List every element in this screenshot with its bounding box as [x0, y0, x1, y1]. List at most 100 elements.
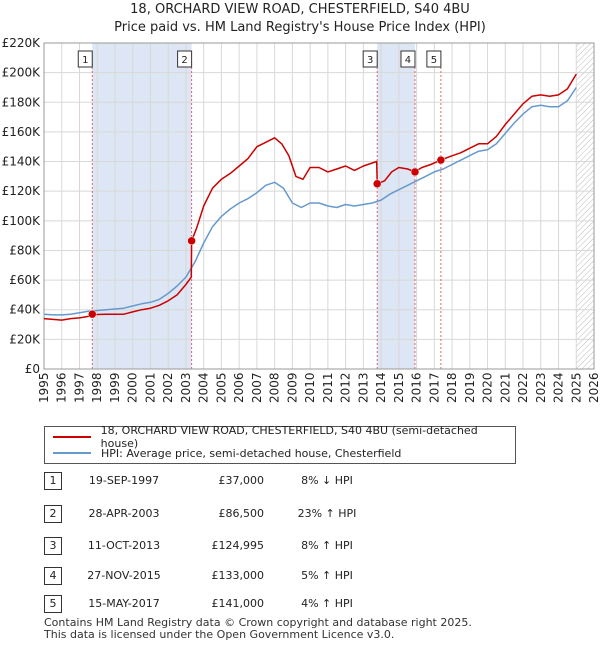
sale-price: £141,000 — [211, 597, 265, 610]
table-row: 2 28-APR-2003 £86,500 23% ↑ HPI — [44, 505, 444, 523]
forecast-hatch — [576, 43, 594, 369]
x-tick-label: 2021 — [498, 372, 512, 403]
x-tick-label: 2024 — [552, 372, 566, 403]
sale-label-box — [177, 50, 193, 68]
sale-number-badge: 2 — [44, 505, 62, 523]
x-tick-label: 2015 — [392, 372, 406, 403]
sale-date: 11-OCT-2013 — [87, 539, 161, 552]
sale-label: 4 — [405, 55, 411, 66]
y-tick-label: £180K — [2, 95, 42, 109]
sale-price: £37,000 — [218, 474, 265, 487]
legend-label-hpi: HPI: Average price, semi-detached house,… — [101, 446, 402, 460]
sale-label: 5 — [431, 55, 437, 66]
sale-label-box — [400, 50, 416, 68]
x-tick-label: 2025 — [569, 372, 583, 403]
footer-line-copyright: Contains HM Land Registry data © Crown c… — [44, 616, 472, 629]
y-tick-label: £60K — [9, 273, 41, 287]
y-tick-label: £0 — [25, 362, 40, 376]
y-tick-label: £40K — [9, 303, 41, 317]
y-tick-label: £100K — [2, 214, 42, 228]
plot-frame — [43, 42, 595, 370]
x-tick-label: 2010 — [303, 372, 317, 403]
chart-subtitle: Price paid vs. HM Land Registry's House … — [114, 20, 486, 35]
x-tick-label: 2006 — [232, 372, 246, 403]
x-tick-label: 2011 — [321, 372, 335, 403]
sale-date: 19-SEP-1997 — [88, 474, 160, 487]
sale-point — [88, 309, 97, 319]
x-tick-label: 2009 — [285, 372, 299, 403]
table-row: 5 15-MAY-2017 £141,000 4% ↑ HPI — [44, 595, 444, 613]
sale-hpi-diff: 5% ↑ HPI — [301, 569, 353, 582]
sale-point — [187, 236, 196, 246]
sale-point — [410, 167, 420, 177]
table-row: 4 27-NOV-2015 £133,000 5% ↑ HPI — [44, 567, 444, 585]
sale-price: £133,000 — [211, 569, 265, 582]
x-tick-label: 2018 — [445, 372, 459, 403]
x-tick-label: 1995 — [37, 372, 51, 403]
legend-item-hpi: HPI: Average price, semi-detached house,… — [53, 446, 401, 460]
sale-number-badge: 1 — [44, 472, 62, 490]
sale-number-badge: 4 — [44, 567, 62, 585]
y-tick-label: £140K — [2, 155, 42, 169]
sale-number-badge: 3 — [44, 537, 62, 555]
sale-point — [436, 155, 446, 165]
y-tick-label: £220K — [2, 36, 42, 50]
legend-item-property: 18, ORCHARD VIEW ROAD, CHESTERFIELD, S40… — [53, 424, 515, 450]
sale-date: 27-NOV-2015 — [87, 569, 161, 582]
y-tick-label: £80K — [9, 243, 41, 257]
x-tick-label: 1999 — [108, 372, 122, 403]
table-row: 3 11-OCT-2013 £124,995 8% ↑ HPI — [44, 537, 444, 555]
x-tick-label: 2000 — [126, 372, 140, 403]
sale-point — [372, 179, 382, 189]
property-price-line — [43, 73, 577, 321]
chart-legend: 18, ORCHARD VIEW ROAD, CHESTERFIELD, S40… — [44, 424, 516, 464]
x-tick-label: 2005 — [214, 372, 228, 403]
y-tick-label: £120K — [2, 184, 42, 198]
x-tick-label: 2001 — [143, 372, 157, 403]
sale-label-box — [426, 50, 442, 68]
sale-hpi-diff: 4% ↑ HPI — [301, 597, 353, 610]
sale-date: 28-APR-2003 — [88, 507, 160, 520]
chart-title: 18, ORCHARD VIEW ROAD, CHESTERFIELD, S40… — [130, 2, 470, 17]
y-tick-label: £200K — [2, 66, 42, 80]
x-tick-label: 2002 — [161, 372, 175, 403]
footer-line-licence: This data is licensed under the Open Gov… — [44, 628, 395, 641]
sale-hpi-diff: 8% ↓ HPI — [301, 474, 353, 487]
x-tick-label: 2013 — [356, 372, 370, 403]
sale-hpi-diff: 23% ↑ HPI — [297, 507, 357, 520]
y-tick-label: £20K — [9, 332, 41, 346]
x-tick-label: 1998 — [90, 372, 104, 403]
ownership-span — [92, 43, 192, 369]
x-tick-label: 2019 — [463, 372, 477, 403]
x-tick-label: 2007 — [250, 372, 264, 403]
x-tick-label: 2004 — [197, 372, 211, 403]
legend-swatch-red — [53, 436, 91, 438]
footer-credits: Contains HM Land Registry data © Crown c… — [44, 617, 472, 641]
sale-number-badge: 5 — [44, 595, 62, 613]
x-tick-label: 2008 — [268, 372, 282, 403]
sale-date: 15-MAY-2017 — [88, 597, 160, 610]
table-row: 1 19-SEP-1997 £37,000 8% ↓ HPI — [44, 472, 444, 490]
x-tick-label: 1996 — [55, 372, 69, 403]
x-tick-label: 2017 — [427, 372, 441, 403]
y-tick-label: £160K — [2, 125, 42, 139]
sale-label: 1 — [82, 55, 88, 66]
x-tick-label: 2022 — [516, 372, 530, 403]
sale-label-box — [362, 50, 378, 68]
x-tick-label: 2016 — [410, 372, 424, 403]
x-tick-label: 2003 — [179, 372, 193, 403]
sale-hpi-diff: 8% ↑ HPI — [301, 539, 353, 552]
price-chart: 1 2 3 4 5 £0 £20K £40K £60K £80K £100K £120K £140K £1… — [2, 36, 600, 403]
x-tick-label: 2026 — [587, 372, 600, 403]
hpi-line — [43, 87, 577, 316]
sale-label: 3 — [367, 55, 373, 66]
x-tick-label: 2023 — [534, 372, 548, 403]
sale-price: £124,995 — [211, 539, 265, 552]
ownership-span — [377, 43, 415, 369]
x-tick-label: 2012 — [339, 372, 353, 403]
sale-label: 2 — [181, 55, 187, 66]
sale-label-box — [77, 50, 93, 68]
x-tick-label: 2020 — [481, 372, 495, 403]
x-tick-label: 2014 — [374, 372, 388, 403]
sale-price: £86,500 — [218, 507, 265, 520]
